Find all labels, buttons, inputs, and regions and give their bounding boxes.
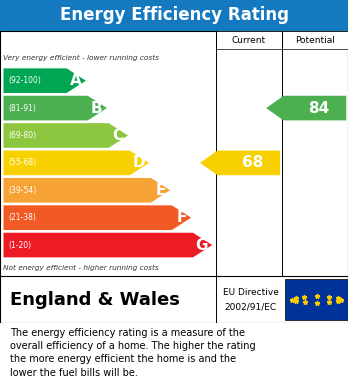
Polygon shape — [3, 96, 107, 120]
Polygon shape — [3, 205, 191, 230]
Text: B: B — [91, 100, 103, 116]
Bar — [216, 31, 282, 49]
Text: 2002/91/EC: 2002/91/EC — [224, 303, 277, 312]
Text: F: F — [176, 210, 187, 225]
Polygon shape — [266, 96, 346, 120]
Polygon shape — [3, 123, 128, 148]
Text: A: A — [70, 73, 82, 88]
Text: (21-38): (21-38) — [9, 213, 37, 222]
Polygon shape — [3, 233, 212, 257]
Text: D: D — [132, 155, 145, 170]
Polygon shape — [3, 68, 86, 93]
Text: EU Directive: EU Directive — [223, 288, 278, 297]
Text: The energy efficiency rating is a measure of the
overall efficiency of a home. T: The energy efficiency rating is a measur… — [10, 328, 256, 378]
Text: (81-91): (81-91) — [9, 104, 37, 113]
Text: C: C — [113, 128, 124, 143]
Text: Potential: Potential — [295, 36, 335, 45]
Text: Energy Efficiency Rating: Energy Efficiency Rating — [60, 6, 288, 25]
Polygon shape — [3, 151, 149, 175]
Text: England & Wales: England & Wales — [10, 291, 180, 308]
Text: Current: Current — [232, 36, 266, 45]
Text: (92-100): (92-100) — [9, 76, 41, 85]
Polygon shape — [3, 178, 170, 203]
Text: (69-80): (69-80) — [9, 131, 37, 140]
Text: Very energy efficient - lower running costs: Very energy efficient - lower running co… — [3, 55, 159, 61]
Text: 68: 68 — [242, 155, 263, 170]
Text: E: E — [156, 183, 166, 198]
Bar — [282, 31, 348, 49]
Text: (55-68): (55-68) — [9, 158, 37, 167]
Text: 84: 84 — [308, 100, 329, 116]
Polygon shape — [200, 151, 280, 175]
Text: Not energy efficient - higher running costs: Not energy efficient - higher running co… — [3, 265, 159, 271]
Bar — [285, 279, 348, 320]
Text: (1-20): (1-20) — [9, 240, 32, 249]
Text: G: G — [196, 238, 208, 253]
Text: (39-54): (39-54) — [9, 186, 37, 195]
